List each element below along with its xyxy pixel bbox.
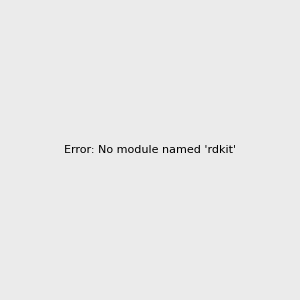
Text: Error: No module named 'rdkit': Error: No module named 'rdkit' (64, 145, 236, 155)
